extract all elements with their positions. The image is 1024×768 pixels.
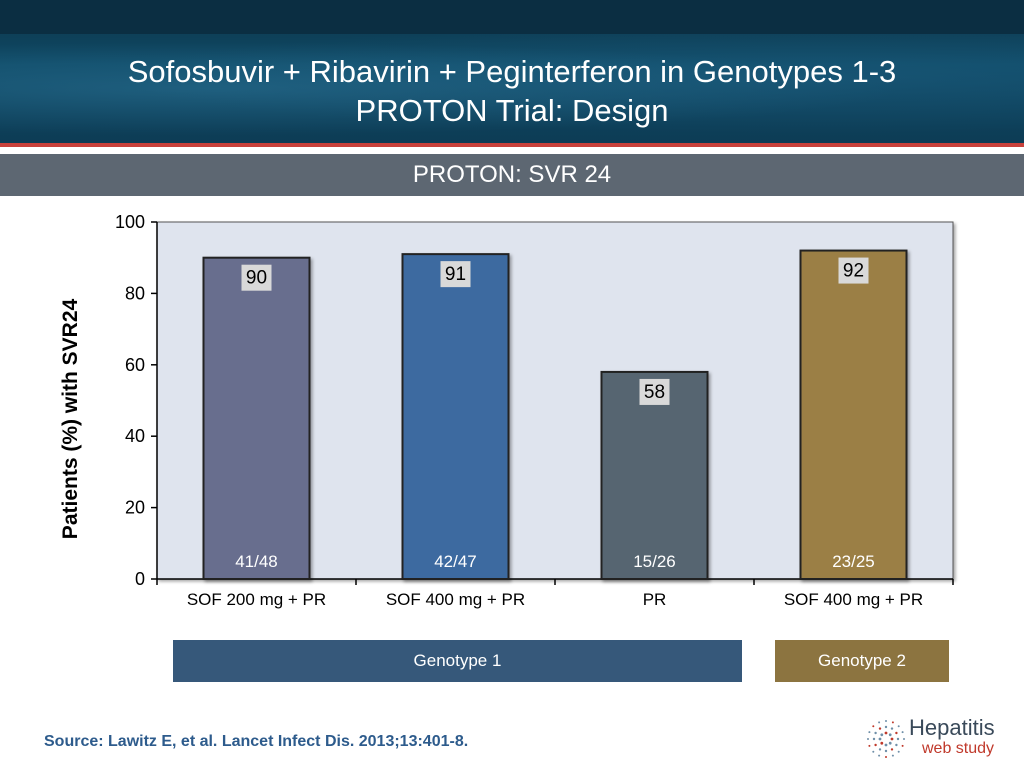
bar <box>799 249 908 580</box>
title-line-1: Sofosbuvir + Ribavirin + Peginterferon i… <box>127 54 897 89</box>
bar-chart: 0 20 40 60 80 100 90 41/48 SOF 200 mg + PR 91 42/… <box>59 212 954 609</box>
logo-dot <box>891 721 894 724</box>
logo-dot <box>878 721 881 724</box>
logo-dot <box>890 737 894 741</box>
header-banner: Sofosbuvir + Ribavirin + Peginterferon i… <box>0 0 1024 143</box>
y-tick-label: 40 <box>125 426 145 446</box>
logo-dot <box>897 725 900 728</box>
logo-dot <box>890 727 894 730</box>
logo-dot <box>872 737 876 741</box>
y-tick-label: 60 <box>125 355 145 375</box>
logo-dot <box>901 744 904 747</box>
count-label: 15/26 <box>633 552 676 571</box>
logo-dot <box>874 731 877 735</box>
genotype-1-band: Genotype 1 <box>173 640 742 682</box>
accent-divider <box>0 143 1024 147</box>
header-top-band <box>0 0 1024 34</box>
logo-dot <box>896 737 900 741</box>
x-category-label: PR <box>643 590 667 609</box>
logo-dot <box>874 743 877 747</box>
dot-cluster-icon <box>867 720 905 758</box>
value-label-box <box>639 378 670 405</box>
logo-dot <box>884 731 888 735</box>
value-label-box <box>838 257 869 284</box>
hepatitis-logo: Hepatitis web study <box>864 716 1014 762</box>
logo-dot <box>884 743 888 747</box>
logo-dot <box>878 748 882 751</box>
logo-dot <box>878 727 882 730</box>
y-tick-label: 80 <box>125 283 145 303</box>
logo-dot <box>867 738 869 740</box>
value-label: 92 <box>843 261 864 282</box>
genotype-2-band: Genotype 2 <box>775 640 949 682</box>
logo-dot <box>888 741 892 745</box>
logo-dot <box>878 737 882 741</box>
value-label: 58 <box>644 382 665 403</box>
page-title: Sofosbuvir + Ribavirin + Peginterferon i… <box>0 52 1024 130</box>
y-tick-label: 0 <box>135 569 145 589</box>
value-label: 90 <box>246 268 267 289</box>
x-category-label: SOF 400 mg + PR <box>784 590 923 609</box>
logo-dot <box>901 731 904 734</box>
count-label: 42/47 <box>434 552 477 571</box>
source-citation: Source: Lawitz E, et al. Lancet Infect D… <box>44 733 469 750</box>
chart-subtitle: PROTON: SVR 24 <box>0 154 1024 196</box>
logo-dot <box>884 749 888 753</box>
logo-dot <box>880 741 884 745</box>
logo-dot <box>872 750 875 753</box>
logo-text-line-1: Hepatitis <box>909 715 995 740</box>
value-label-box <box>241 264 272 291</box>
logo-dot <box>885 720 887 722</box>
x-category-label: SOF 200 mg + PR <box>187 590 326 609</box>
x-category-label: SOF 400 mg + PR <box>386 590 525 609</box>
logo-dot <box>895 731 898 735</box>
y-tick-label: 100 <box>115 212 145 232</box>
logo-dot <box>868 744 871 747</box>
logo-dot <box>897 750 900 753</box>
logo-dot <box>880 733 884 737</box>
logo-dot <box>895 743 898 747</box>
logo-dot <box>885 756 887 758</box>
title-line-2: PROTON Trial: Design <box>355 93 669 128</box>
logo-dot <box>891 754 894 757</box>
logo-dot <box>903 738 905 740</box>
bar <box>600 370 709 580</box>
logo-dot <box>872 725 875 728</box>
y-axis-label: Patients (%) with SVR24 <box>59 298 82 539</box>
logo-dot <box>878 754 881 757</box>
logo-text-line-2: web study <box>922 740 995 757</box>
header-glow <box>0 34 1024 143</box>
count-label: 41/48 <box>235 552 278 571</box>
logo-dot <box>868 731 871 734</box>
value-label: 91 <box>445 264 466 285</box>
bar <box>202 256 311 580</box>
bar <box>401 253 510 580</box>
logo-dot <box>888 733 892 737</box>
logo-dot <box>890 748 894 751</box>
count-label: 23/25 <box>832 552 875 571</box>
logo-dot <box>884 725 888 729</box>
value-label-box <box>440 261 471 288</box>
y-tick-label: 20 <box>125 498 145 518</box>
